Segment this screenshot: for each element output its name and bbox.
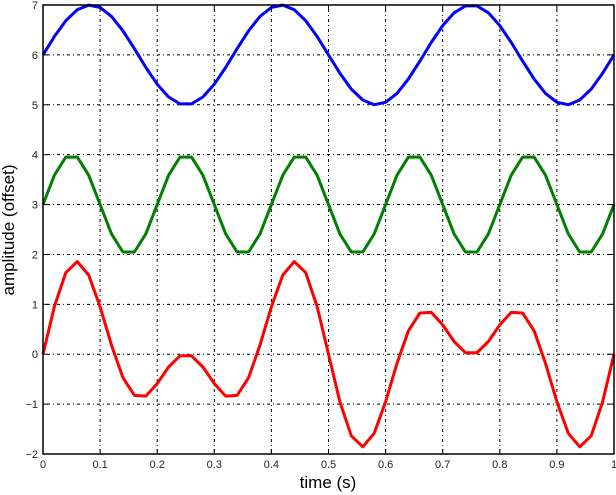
x-tick-label: 0.6 <box>378 459 393 471</box>
x-tick-label: 0.3 <box>207 459 222 471</box>
y-tick-label: 6 <box>32 50 38 62</box>
series-line-1 <box>41 155 616 254</box>
y-axis-label: amplitude (offset) <box>0 164 18 295</box>
x-tick-label: 0.9 <box>549 459 564 471</box>
y-tick-label: 2 <box>32 249 38 261</box>
x-tick-label: 0.8 <box>492 459 507 471</box>
y-tick-label: −1 <box>25 399 38 411</box>
x-tick-label: 0.1 <box>92 459 107 471</box>
y-tick-label: 4 <box>32 150 38 162</box>
x-axis-label: time (s) <box>300 473 357 492</box>
y-tick-label: 3 <box>32 200 38 212</box>
y-tick-label: 7 <box>32 0 38 12</box>
x-tick-label: 0.5 <box>321 459 336 471</box>
y-tick-label: 1 <box>32 299 38 311</box>
x-tick-label: 1 <box>611 459 616 471</box>
series-line-2 <box>41 260 616 449</box>
series-lines <box>41 3 616 449</box>
x-tick-label: 0.7 <box>435 459 450 471</box>
axis-ticks: 0 0.1 0.2 0.3 0.4 0.5 0.6 0.7 0.8 0.9 1 −2 −1 0 1 2 3 4 5 6… <box>25 0 616 471</box>
series-line-0 <box>41 3 616 107</box>
x-tick-label: 0.2 <box>150 459 165 471</box>
x-tick-label: 0.4 <box>264 459 279 471</box>
y-tick-label: −2 <box>25 449 38 461</box>
x-tick-label: 0 <box>40 459 46 471</box>
y-tick-label: 0 <box>32 349 38 361</box>
y-tick-label: 5 <box>32 100 38 112</box>
